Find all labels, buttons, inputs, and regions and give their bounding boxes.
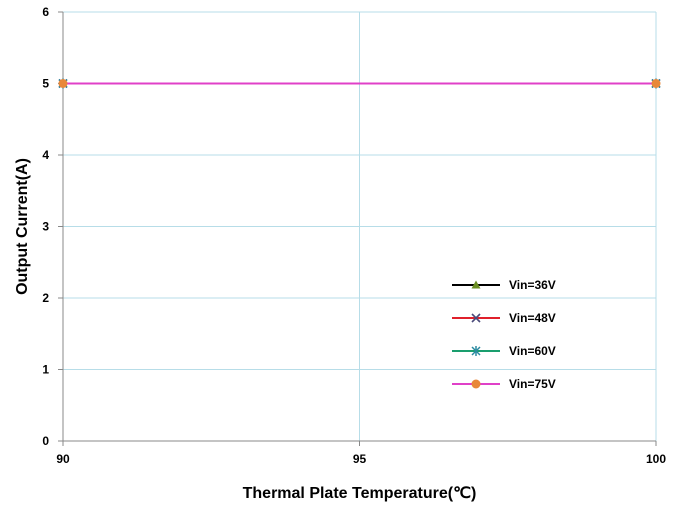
x-tick-label: 95 [353, 452, 367, 466]
y-tick-label: 0 [42, 434, 49, 448]
y-tick-labels: 0 1 2 3 4 5 6 [42, 5, 63, 448]
legend-label: Vin=48V [509, 311, 556, 325]
legend-label: Vin=75V [509, 377, 556, 391]
data-point [58, 79, 68, 88]
y-tick-label: 5 [42, 77, 49, 91]
x-axis-title: Thermal Plate Temperature(℃) [243, 485, 477, 502]
legend-label: Vin=60V [509, 344, 556, 358]
legend-marker [471, 346, 481, 356]
legend-label: Vin=36V [509, 278, 556, 292]
legend-item: Vin=48V [452, 311, 556, 325]
legend-marker [471, 379, 481, 389]
x-tick-labels: 90 95 100 [56, 441, 666, 466]
x-tick-label: 90 [56, 452, 70, 466]
y-axis-title: Output Current(A) [14, 158, 31, 295]
y-tick-label: 4 [42, 148, 49, 162]
y-tick-label: 3 [42, 220, 49, 234]
legend-item: Vin=36V [452, 278, 556, 292]
data-point [651, 79, 661, 88]
y-tick-label: 1 [42, 363, 49, 377]
legend-marker [471, 280, 481, 289]
legend-item: Vin=60V [452, 344, 556, 358]
y-tick-label: 6 [42, 5, 49, 19]
gridlines [63, 11, 657, 441]
y-tick-label: 2 [42, 291, 49, 305]
series-lines [58, 78, 661, 89]
legend: Vin=36V Vin=48V Vin=60V Vin=75V [452, 278, 556, 391]
legend-marker [471, 313, 481, 323]
x-tick-label: 100 [646, 452, 666, 466]
legend-item: Vin=75V [452, 377, 556, 391]
